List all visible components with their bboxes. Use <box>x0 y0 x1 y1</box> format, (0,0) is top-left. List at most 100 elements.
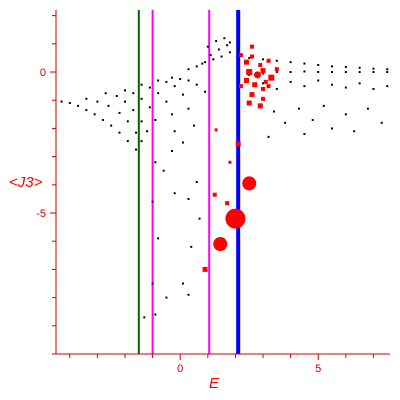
red-point-0 <box>243 59 249 65</box>
black-point-85 <box>331 83 334 86</box>
red-point-7 <box>260 68 266 74</box>
black-point-24 <box>132 92 135 95</box>
black-point-4 <box>93 113 96 116</box>
black-point-0 <box>60 100 63 103</box>
black-point-23 <box>124 89 127 92</box>
axes: 0 5 0 -5 <box>36 10 390 375</box>
black-point-45 <box>204 61 207 64</box>
black-point-35 <box>173 85 176 88</box>
black-point-101 <box>303 133 306 136</box>
black-point-105 <box>151 200 154 203</box>
black-point-12 <box>107 104 110 107</box>
black-point-77 <box>358 71 361 74</box>
black-point-22 <box>146 130 149 133</box>
black-point-14 <box>126 120 129 123</box>
black-point-17 <box>104 92 107 95</box>
red-point-14 <box>261 86 266 91</box>
black-point-53 <box>226 44 229 47</box>
black-point-62 <box>303 62 306 65</box>
black-point-86 <box>344 86 347 89</box>
black-point-99 <box>380 121 383 124</box>
black-point-57 <box>228 41 231 44</box>
y-tick-label: 0 <box>40 67 46 79</box>
black-point-61 <box>289 61 292 64</box>
black-point-74 <box>317 71 320 74</box>
data-points <box>60 37 389 319</box>
black-point-58 <box>248 56 251 59</box>
black-point-34 <box>165 80 168 83</box>
red-point-1 <box>249 54 254 59</box>
red-point-25 <box>225 201 230 206</box>
red-point-29 <box>202 266 208 272</box>
red-point-2 <box>258 62 263 67</box>
black-point-28 <box>140 83 143 86</box>
red-point-5 <box>246 69 253 76</box>
black-point-108 <box>154 161 157 164</box>
black-point-49 <box>237 47 240 50</box>
black-point-54 <box>206 45 209 48</box>
black-point-96 <box>344 113 347 116</box>
x-axis-label: E <box>209 375 220 392</box>
black-point-40 <box>187 79 190 82</box>
black-point-8 <box>126 140 129 143</box>
black-point-50 <box>201 62 204 65</box>
black-point-68 <box>386 68 389 71</box>
black-point-65 <box>344 65 347 68</box>
red-point-9 <box>243 77 249 83</box>
black-point-39 <box>179 78 182 81</box>
red-point-13 <box>249 92 255 98</box>
red-point-20 <box>238 53 243 58</box>
black-point-81 <box>275 87 278 90</box>
black-point-89 <box>386 85 389 88</box>
vertical-reference-lines <box>137 10 241 354</box>
black-point-47 <box>220 55 223 58</box>
x-tick-label: 5 <box>315 363 321 375</box>
red-point-26 <box>242 176 257 191</box>
black-point-72 <box>289 71 292 74</box>
red-point-19 <box>249 44 254 49</box>
black-point-87 <box>358 82 361 85</box>
black-point-2 <box>77 104 80 107</box>
black-point-37 <box>187 107 190 110</box>
black-point-13 <box>118 111 121 114</box>
black-point-78 <box>372 71 375 74</box>
black-point-120 <box>198 217 201 220</box>
black-point-93 <box>311 118 314 121</box>
black-point-71 <box>275 71 278 74</box>
black-point-79 <box>386 71 389 74</box>
black-point-94 <box>322 104 325 107</box>
black-point-32 <box>170 113 173 116</box>
black-point-76 <box>344 71 347 74</box>
black-point-111 <box>187 197 190 200</box>
black-point-38 <box>170 76 173 79</box>
red-point-28 <box>213 237 228 252</box>
black-point-112 <box>195 181 198 183</box>
black-point-51 <box>209 54 212 57</box>
black-point-75 <box>331 71 334 74</box>
black-point-104 <box>193 124 196 127</box>
black-point-48 <box>228 51 231 54</box>
black-point-119 <box>190 245 193 248</box>
black-point-52 <box>217 48 220 51</box>
black-point-7 <box>118 131 121 134</box>
red-point-17 <box>266 84 271 89</box>
red-point-16 <box>261 96 266 101</box>
red-point-4 <box>274 67 279 72</box>
black-point-98 <box>366 107 369 110</box>
x-tick-label: 0 <box>177 363 183 375</box>
black-point-92 <box>297 107 300 110</box>
black-point-114 <box>165 296 168 299</box>
black-point-100 <box>267 135 270 138</box>
black-point-80 <box>262 82 265 85</box>
black-point-9 <box>135 148 138 151</box>
black-point-88 <box>372 87 375 90</box>
black-point-15 <box>135 131 138 134</box>
black-point-36 <box>181 93 184 96</box>
black-point-118 <box>154 313 157 316</box>
black-point-10 <box>85 97 88 100</box>
black-point-31 <box>165 100 168 103</box>
black-point-55 <box>215 40 218 43</box>
black-point-3 <box>85 109 88 112</box>
